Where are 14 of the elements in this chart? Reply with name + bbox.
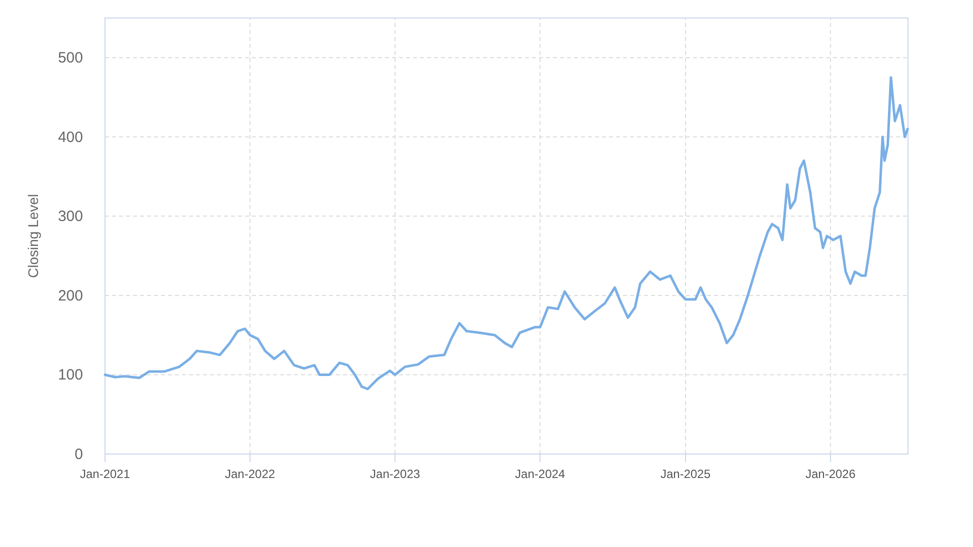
y-tick-label: 200	[58, 287, 83, 304]
x-tick-label: Jan-2026	[806, 467, 856, 481]
y-tick-label: 500	[58, 50, 83, 67]
x-tick-label: Jan-2022	[225, 467, 276, 481]
x-tick-label: Jan-2025	[660, 467, 711, 481]
y-tick-label: 0	[74, 446, 83, 463]
y-tick-label: 300	[58, 208, 83, 226]
y-tick-label: 400	[58, 128, 83, 146]
y-axis-title: Closing Level	[25, 194, 41, 278]
line-series	[104, 76, 909, 390]
x-tick-label: Jan-2021	[80, 467, 130, 481]
x-tick-label: Jan-2023	[370, 467, 420, 481]
y-tick-label: 100	[58, 366, 83, 384]
x-tick-label: Jan-2024	[515, 467, 566, 481]
